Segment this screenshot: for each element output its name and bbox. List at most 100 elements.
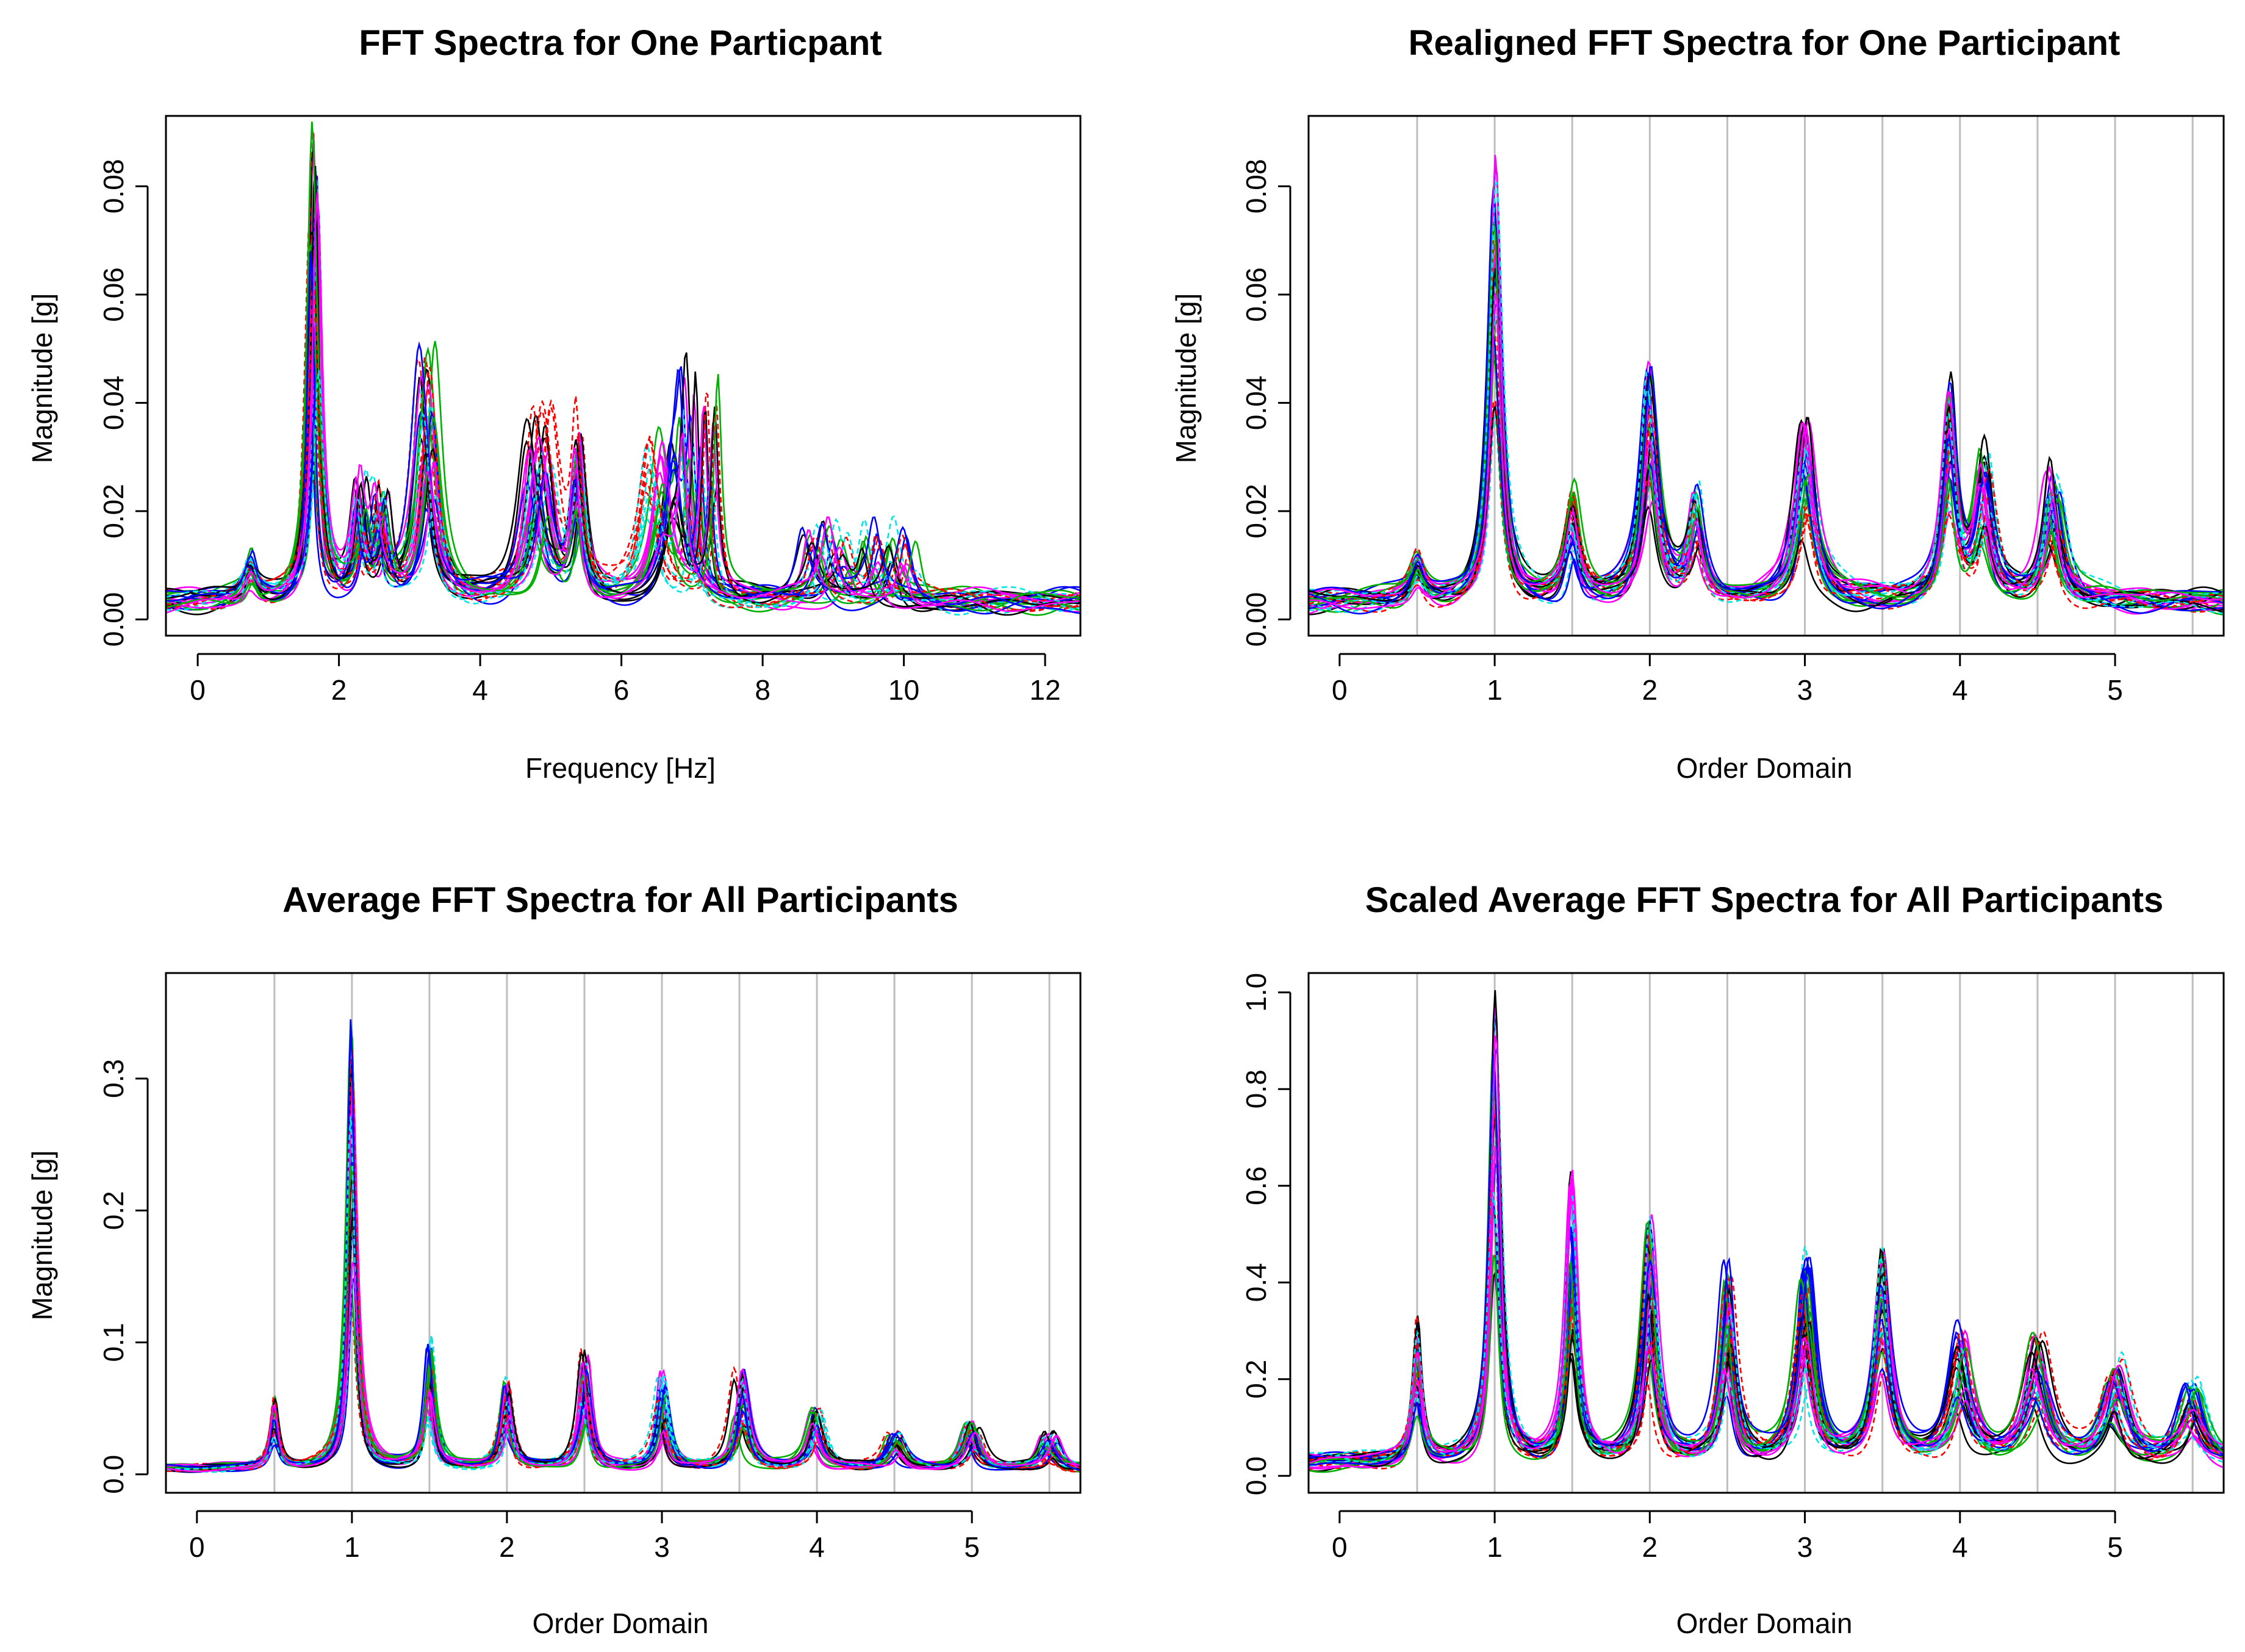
x-axis-label: Order Domain xyxy=(1676,752,1853,784)
x-tick-label: 4 xyxy=(1952,1531,1968,1563)
spectrum-series-line xyxy=(1309,397,2224,609)
spectrum-series-line xyxy=(1309,1055,2224,1466)
x-tick-label: 12 xyxy=(1030,674,1061,706)
x-tick-label: 4 xyxy=(472,674,488,706)
x-tick-label: 3 xyxy=(1797,674,1813,706)
panel-fft-spectra-one-participant: FFT Spectra for One Particpant Frequency… xyxy=(26,23,1082,784)
y-axis-label: Magnitude [g] xyxy=(26,293,58,464)
x-tick-label: 2 xyxy=(331,674,347,706)
y-tick-label: 0.00 xyxy=(1240,592,1272,647)
plot-region xyxy=(1309,990,2224,1473)
spectrum-series-line xyxy=(166,1116,1080,1470)
y-tick-label: 0.3 xyxy=(98,1059,129,1098)
spectrum-series-line xyxy=(166,169,1080,605)
y-tick-label: 0.04 xyxy=(98,376,129,431)
series-layer xyxy=(166,1019,1080,1473)
spectrum-series-line xyxy=(1309,157,2224,613)
y-tick-label: 0.4 xyxy=(1240,1263,1272,1302)
x-tick-label: 1 xyxy=(1487,674,1503,706)
spectrum-series-line xyxy=(1309,293,2224,609)
spectrum-series-line xyxy=(1309,239,2224,605)
y-tick-label: 0.02 xyxy=(98,484,129,539)
axes-layer: 0 1 2 3 4 5 0.0 0.1 0.2 0.3 xyxy=(98,1059,980,1563)
y-tick-label: 0.2 xyxy=(1240,1360,1272,1399)
y-tick-label: 0.0 xyxy=(98,1455,129,1494)
panel-title: Scaled Average FFT Spectra for All Parti… xyxy=(1365,880,2164,920)
series-layer xyxy=(166,121,1080,616)
y-tick-label: 0.6 xyxy=(1240,1166,1272,1205)
series-layer xyxy=(1309,990,2224,1473)
spectrum-series-line xyxy=(1309,1036,2224,1470)
x-tick-label: 0 xyxy=(189,1531,205,1563)
plot-frame xyxy=(165,115,1082,637)
panel-scaled-average-fft-spectra: Scaled Average FFT Spectra for All Parti… xyxy=(1240,880,2225,1639)
x-tick-label: 10 xyxy=(888,674,919,706)
spectrum-series-line xyxy=(1309,203,2224,611)
spectrum-series-line xyxy=(1309,1082,2224,1470)
x-tick-label: 0 xyxy=(190,674,206,706)
panel-realigned-fft-spectra: Realigned FFT Spectra for One Participan… xyxy=(1170,23,2225,784)
grid-layer xyxy=(1416,116,2194,636)
plot-region xyxy=(166,121,1080,616)
panel-title: Average FFT Spectra for All Participants xyxy=(282,880,958,920)
plot-region xyxy=(1309,154,2224,616)
x-tick-label: 5 xyxy=(2107,674,2123,706)
plot-region xyxy=(166,1019,1080,1473)
x-tick-label: 5 xyxy=(964,1531,980,1563)
spectrum-series-line xyxy=(1309,1035,2224,1464)
x-tick-label: 1 xyxy=(344,1531,360,1563)
y-tick-label: 0.04 xyxy=(1240,376,1272,431)
plot-frame xyxy=(1307,972,2225,1494)
x-tick-label: 3 xyxy=(654,1531,670,1563)
spectrum-series-line xyxy=(166,192,1080,614)
spectrum-series-line xyxy=(1309,990,2224,1467)
y-tick-label: 0.2 xyxy=(98,1191,129,1230)
x-tick-label: 2 xyxy=(499,1531,515,1563)
panel-title: FFT Spectra for One Particpant xyxy=(359,23,882,63)
spectrum-series-line xyxy=(1309,1037,2224,1465)
spectrum-series-line xyxy=(166,270,1080,606)
x-tick-label: 4 xyxy=(809,1531,825,1563)
x-tick-label: 0 xyxy=(1332,674,1348,706)
x-tick-label: 2 xyxy=(1642,674,1658,706)
plot-frame xyxy=(1307,115,2225,637)
spectrum-series-line xyxy=(166,1262,1080,1473)
y-tick-label: 0.06 xyxy=(98,267,129,322)
x-tick-label: 8 xyxy=(755,674,770,706)
spectrum-series-line xyxy=(166,1165,1080,1470)
panel-average-fft-spectra: Average FFT Spectra for All Participants… xyxy=(26,880,1082,1639)
panel-title: Realigned FFT Spectra for One Participan… xyxy=(1409,23,2121,63)
y-axis-label: Magnitude [g] xyxy=(26,1151,58,1321)
spectrum-series-line xyxy=(166,393,1080,615)
axes-layer: 0 2 4 6 8 10 12 0.00 0.02 0.04 0.06 0.08 xyxy=(98,159,1061,706)
y-axis-label: Magnitude [g] xyxy=(1170,293,1202,464)
x-tick-label: 0 xyxy=(1332,1531,1348,1563)
spectrum-series-line xyxy=(1309,1192,2224,1463)
x-tick-label: 2 xyxy=(1642,1531,1658,1563)
y-tick-label: 0.08 xyxy=(1240,159,1272,214)
spectrum-series-line xyxy=(166,167,1080,616)
y-tick-label: 0.02 xyxy=(1240,484,1272,539)
x-axis-label: Order Domain xyxy=(1676,1607,1853,1639)
y-tick-label: 0.0 xyxy=(1240,1456,1272,1495)
y-tick-label: 0.06 xyxy=(1240,267,1272,322)
x-tick-label: 6 xyxy=(614,674,630,706)
y-tick-label: 0.00 xyxy=(98,592,129,647)
x-tick-label: 3 xyxy=(1797,1531,1813,1563)
x-tick-label: 4 xyxy=(1952,674,1968,706)
spectrum-series-line xyxy=(1309,335,2224,615)
spectrum-series-line xyxy=(166,370,1080,608)
y-tick-label: 0.8 xyxy=(1240,1069,1272,1108)
axes-layer: 0 1 2 3 4 5 0.00 0.02 0.04 0.06 0.08 xyxy=(1240,159,2123,706)
spectrum-series-line xyxy=(1309,1165,2224,1463)
axes-layer: 0 1 2 3 4 5 0.0 0.2 0.4 0.6 0.8 1.0 xyxy=(1240,973,2123,1563)
spectrum-series-line xyxy=(166,251,1080,614)
y-tick-label: 1.0 xyxy=(1240,973,1272,1012)
plot-frame xyxy=(165,972,1082,1494)
x-tick-label: 1 xyxy=(1487,1531,1503,1563)
spectrum-series-line xyxy=(166,1049,1080,1471)
y-tick-label: 0.1 xyxy=(98,1323,129,1362)
x-axis-label: Order Domain xyxy=(533,1607,709,1639)
y-tick-label: 0.08 xyxy=(98,159,129,214)
